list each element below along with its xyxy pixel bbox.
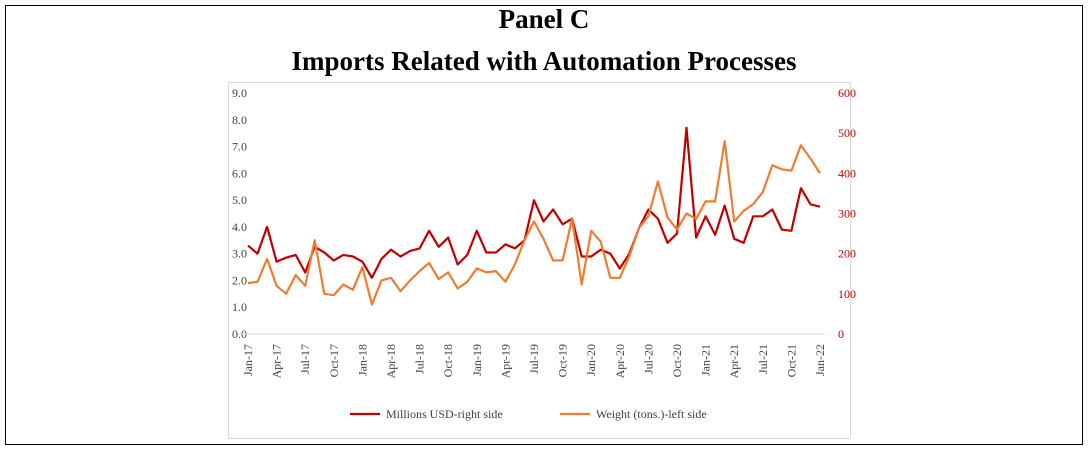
y-tick-label: 1.0: [232, 300, 247, 314]
x-tick-label: Apr-18: [384, 344, 398, 378]
y-tick-label: 6.0: [232, 166, 247, 180]
legend-label: Weight (tons.)-left side: [596, 407, 707, 421]
x-tick-label: Oct-20: [670, 344, 684, 377]
y2-tick-label: 300: [838, 207, 856, 221]
y2-tick-label: 100: [838, 287, 856, 301]
y-tick-label: 8.0: [232, 113, 247, 127]
x-tick-label: Oct-19: [556, 344, 570, 377]
x-tick-label: Apr-19: [498, 344, 512, 378]
x-tick-label: Jan-22: [813, 344, 827, 376]
y2-tick-label: 0: [838, 327, 844, 341]
x-tick-label: Oct-21: [784, 344, 798, 377]
y-tick-label: 5.0: [232, 193, 247, 207]
x-tick-label: Oct-17: [327, 344, 341, 377]
x-tick-label: Jan-20: [584, 344, 598, 376]
x-tick-label: Jan-18: [355, 344, 369, 376]
x-tick-label: Jan-17: [241, 344, 255, 376]
series-line: [247, 140, 821, 306]
chart-title: Imports Related with Automation Processe…: [292, 46, 797, 76]
legend-label: Millions USD-right side: [386, 407, 503, 421]
y2-tick-label: 500: [838, 126, 856, 140]
y2-tick-label: 600: [838, 86, 856, 100]
x-tick-label: Jul-20: [641, 344, 655, 374]
series-line: [247, 126, 821, 279]
x-tick-label: Apr-21: [727, 344, 741, 378]
x-tick-label: Jul-17: [298, 344, 312, 374]
x-tick-label: Jan-21: [699, 344, 713, 376]
x-tick-label: Oct-18: [441, 344, 455, 377]
outer-border: [5, 5, 1083, 445]
y-tick-label: 7.0: [232, 140, 247, 154]
y-tick-label: 9.0: [232, 86, 247, 100]
y-tick-label: 4.0: [232, 220, 247, 234]
y-tick-label: 3.0: [232, 247, 247, 261]
y-tick-label: 2.0: [232, 273, 247, 287]
y2-tick-label: 400: [838, 166, 856, 180]
x-tick-label: Jul-21: [756, 344, 770, 374]
x-tick-label: Jul-19: [527, 344, 541, 374]
x-tick-label: Apr-20: [613, 344, 627, 378]
x-tick-label: Apr-17: [270, 344, 284, 378]
x-tick-label: Jan-19: [470, 344, 484, 376]
y2-tick-label: 200: [838, 247, 856, 261]
x-tick-label: Jul-18: [413, 344, 427, 374]
chart-area: [228, 82, 851, 439]
chart-title: Panel C: [499, 4, 590, 34]
